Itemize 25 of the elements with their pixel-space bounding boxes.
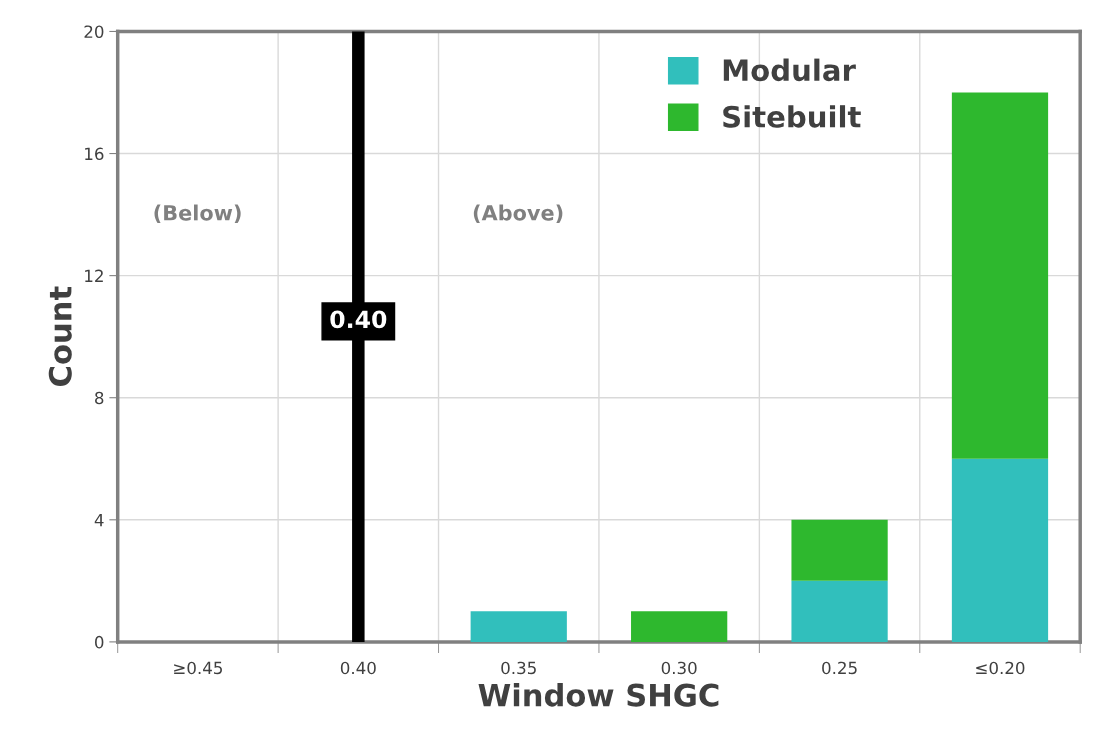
- bar: [631, 611, 728, 642]
- y-tick-label: 16: [85, 147, 104, 161]
- y-tick-label: 12: [85, 269, 103, 282]
- x-axis-title: Window SHGC: [478, 683, 719, 707]
- x-tick-label: 0.30: [661, 661, 697, 675]
- bar: [791, 519, 888, 581]
- y-tick-label: 8: [95, 391, 104, 405]
- y-tick-label: 0: [95, 635, 104, 649]
- x-tick-label: ≤0.20: [976, 661, 1025, 675]
- annotation: (Below): [154, 204, 241, 224]
- bar: [951, 458, 1049, 642]
- bar: [470, 611, 567, 642]
- y-axis-title: Count: [48, 286, 72, 386]
- x-tick-label: ≥0.45: [174, 661, 222, 675]
- x-tick-label: 0.25: [822, 661, 857, 675]
- y-tick-label: 20: [84, 25, 104, 39]
- ref-line-label: 0.40: [330, 310, 387, 329]
- y-tick-label: 4: [94, 513, 104, 527]
- annotation: (Above): [473, 204, 563, 224]
- legend-label: Sitebuilt: [723, 105, 861, 128]
- bar: [791, 580, 888, 642]
- x-tick-label: 0.35: [501, 661, 536, 675]
- bar: [951, 92, 1049, 459]
- legend-label: Modular: [723, 58, 856, 82]
- x-tick-label: 0.40: [340, 661, 376, 675]
